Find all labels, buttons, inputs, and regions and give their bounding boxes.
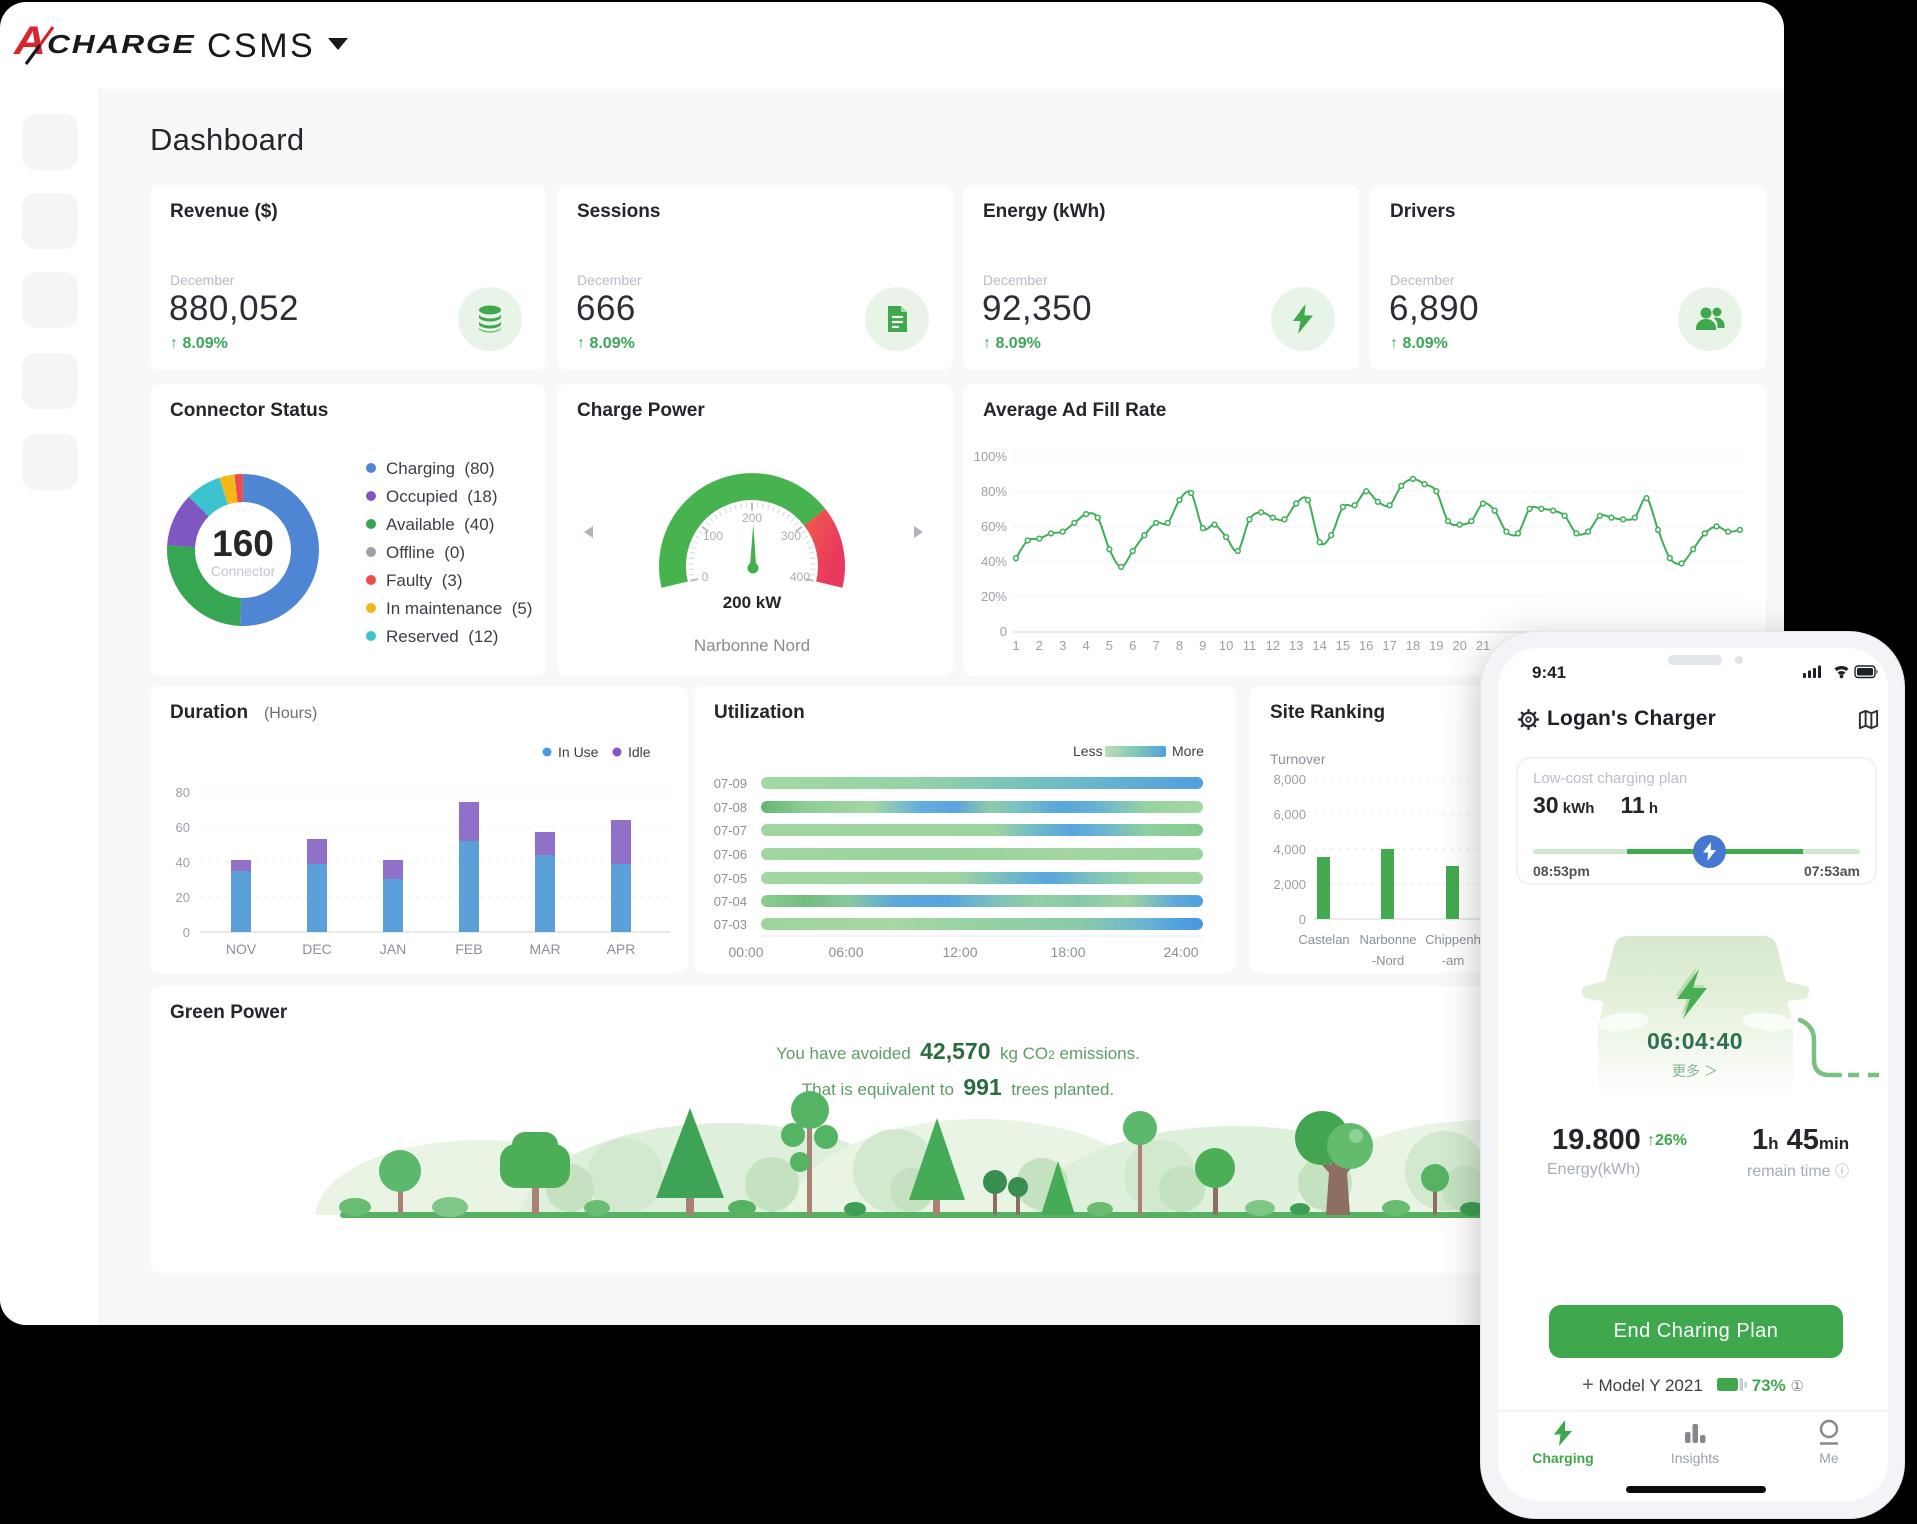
svg-text:Charging (80): Charging (80): [386, 459, 495, 478]
svg-text:12:00: 12:00: [942, 944, 977, 960]
svg-text:24:00: 24:00: [1163, 944, 1198, 960]
svg-text:1: 1: [1012, 638, 1019, 653]
svg-text:More: More: [1172, 743, 1204, 759]
svg-text:14: 14: [1312, 638, 1326, 653]
svg-text:MAR: MAR: [529, 941, 560, 957]
svg-text:0: 0: [702, 570, 709, 584]
svg-text:20%: 20%: [981, 589, 1007, 604]
svg-text:18: 18: [1406, 638, 1420, 653]
svg-text:NOV: NOV: [226, 941, 257, 957]
svg-text:3: 3: [1059, 638, 1066, 653]
svg-text:20: 20: [1452, 638, 1466, 653]
svg-text:15: 15: [1336, 638, 1350, 653]
svg-text:Available (40): Available (40): [386, 515, 494, 534]
svg-text:2: 2: [1036, 638, 1043, 653]
svg-text:200: 200: [742, 511, 762, 525]
svg-text:100%: 100%: [974, 449, 1008, 464]
svg-text:5: 5: [1106, 638, 1113, 653]
svg-text:16: 16: [1359, 638, 1373, 653]
svg-text:80: 80: [176, 785, 190, 800]
svg-text:0: 0: [1299, 912, 1306, 927]
svg-text:300: 300: [781, 529, 801, 543]
svg-text:10: 10: [1219, 638, 1233, 653]
svg-text:Castelan: Castelan: [1298, 932, 1349, 947]
svg-text:07-06: 07-06: [714, 847, 747, 862]
svg-text:APR: APR: [607, 941, 636, 957]
svg-text:-am: -am: [1442, 953, 1464, 968]
svg-text:CSMS: CSMS: [207, 27, 315, 65]
svg-text:8,000: 8,000: [1273, 772, 1306, 787]
svg-text:400: 400: [790, 570, 810, 584]
svg-text:160: 160: [212, 523, 274, 564]
svg-text:200 kW: 200 kW: [723, 593, 783, 612]
svg-text:Less: Less: [1073, 743, 1103, 759]
svg-text:JAN: JAN: [380, 941, 406, 957]
svg-text:20: 20: [176, 890, 190, 905]
svg-text:Offline (0): Offline (0): [386, 543, 465, 562]
svg-text:07-08: 07-08: [714, 800, 747, 815]
svg-text:80%: 80%: [981, 484, 1007, 499]
svg-text:Idle: Idle: [628, 744, 651, 760]
svg-text:Occupied (18): Occupied (18): [386, 487, 498, 506]
svg-text:60%: 60%: [981, 519, 1007, 534]
svg-text:In maintenance (5): In maintenance (5): [386, 599, 532, 618]
svg-text:07-04: 07-04: [714, 894, 747, 909]
svg-text:21: 21: [1476, 638, 1490, 653]
svg-text:07-09: 07-09: [714, 776, 747, 791]
svg-text:Connector: Connector: [211, 563, 276, 579]
svg-text:CHARGE: CHARGE: [47, 31, 195, 60]
svg-text:11: 11: [1243, 638, 1257, 653]
svg-text:Narbonne: Narbonne: [1359, 932, 1416, 947]
svg-text:-Nord: -Nord: [1372, 953, 1405, 968]
svg-text:40%: 40%: [981, 554, 1007, 569]
svg-text:7: 7: [1152, 638, 1159, 653]
svg-text:17: 17: [1382, 638, 1396, 653]
svg-text:13: 13: [1289, 638, 1303, 653]
svg-text:8: 8: [1176, 638, 1183, 653]
svg-text:9: 9: [1199, 638, 1206, 653]
svg-text:2,000: 2,000: [1273, 877, 1306, 892]
svg-text:40: 40: [176, 855, 190, 870]
svg-text:Chippenh: Chippenh: [1425, 932, 1481, 947]
svg-text:Turnover: Turnover: [1270, 751, 1326, 767]
svg-text:0: 0: [183, 925, 190, 940]
svg-text:FEB: FEB: [455, 941, 482, 957]
svg-text:DEC: DEC: [302, 941, 332, 957]
svg-text:18:00: 18:00: [1050, 944, 1085, 960]
svg-text:07-07: 07-07: [714, 823, 747, 838]
svg-text:00:00: 00:00: [728, 944, 763, 960]
svg-text:In Use: In Use: [558, 744, 599, 760]
svg-text:0: 0: [1000, 624, 1007, 639]
svg-text:Reserved (12): Reserved (12): [386, 627, 498, 646]
svg-text:19: 19: [1429, 638, 1443, 653]
svg-text:60: 60: [176, 820, 190, 835]
svg-text:07-03: 07-03: [714, 917, 747, 932]
svg-text:06:00: 06:00: [828, 944, 863, 960]
svg-text:Narbonne Nord: Narbonne Nord: [694, 636, 810, 655]
svg-text:6: 6: [1129, 638, 1136, 653]
svg-text:A: A: [13, 18, 46, 63]
svg-text:4: 4: [1082, 638, 1089, 653]
svg-text:Faulty (3): Faulty (3): [386, 571, 463, 590]
svg-text:4,000: 4,000: [1273, 842, 1306, 857]
svg-text:07-05: 07-05: [714, 871, 747, 886]
svg-text:100: 100: [703, 529, 723, 543]
svg-text:12: 12: [1266, 638, 1280, 653]
svg-text:6,000: 6,000: [1273, 807, 1306, 822]
